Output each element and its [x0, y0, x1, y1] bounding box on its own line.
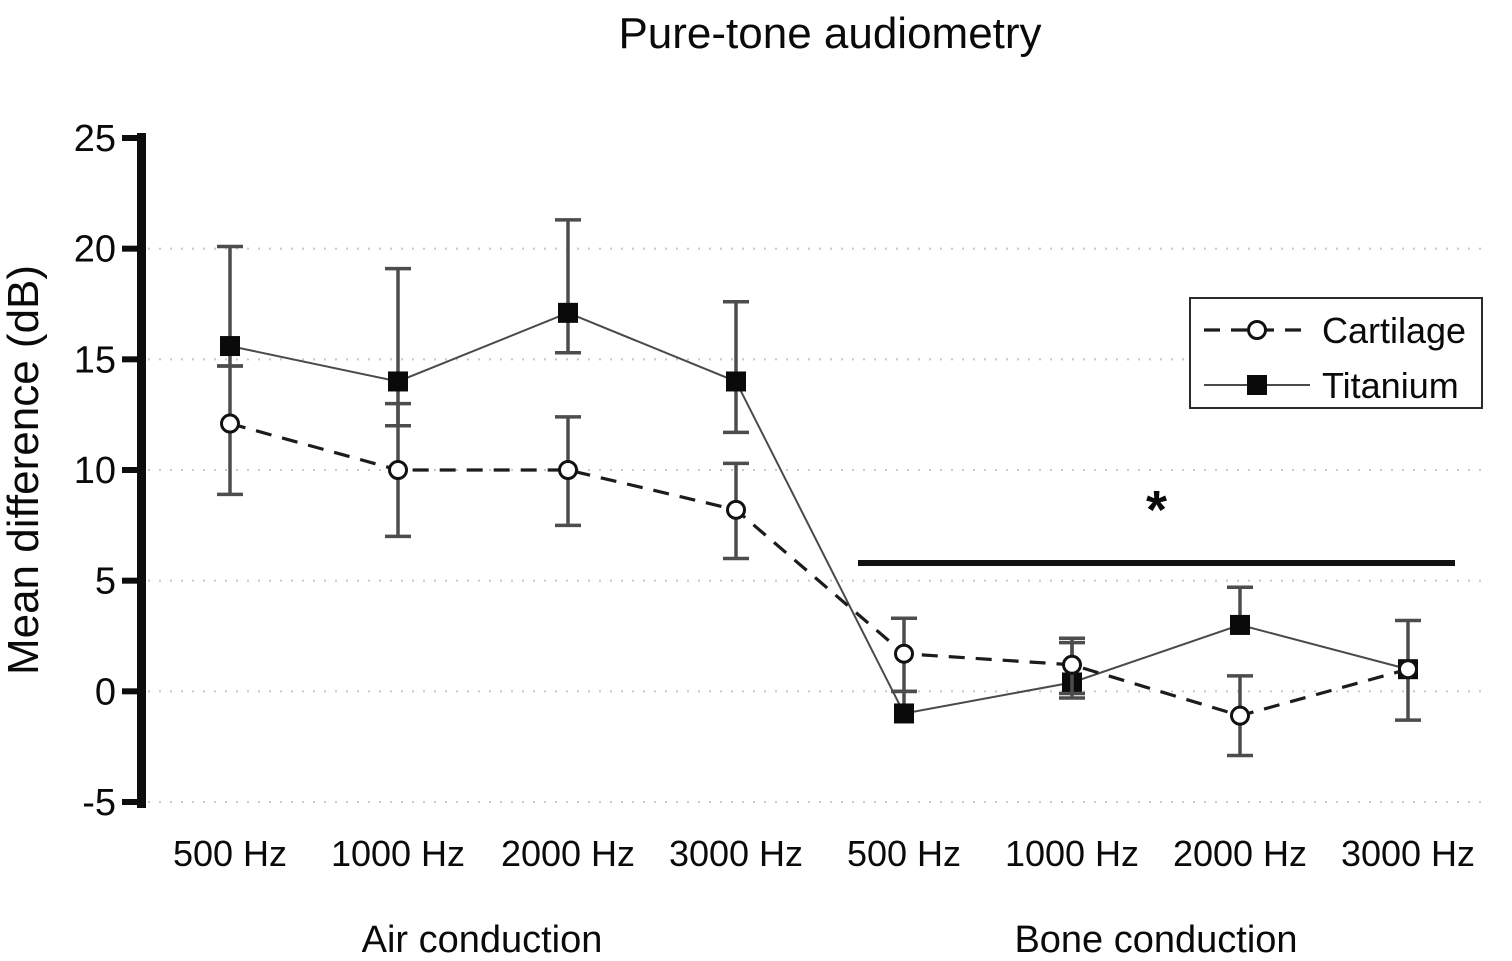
y-axis-tick: [122, 467, 138, 473]
group-label-bone-conduction: Bone conduction: [1014, 919, 1297, 961]
marker-cartilage: [388, 460, 408, 480]
x-tick-label: 500 Hz: [847, 833, 961, 874]
x-tick-label: 1000 Hz: [331, 833, 465, 874]
y-tick-label: 10: [74, 450, 116, 492]
group-label-air-conduction: Air conduction: [362, 919, 603, 961]
marker-cartilage: [1398, 659, 1418, 680]
marker-titanium: [220, 336, 240, 357]
x-tick-label: 3000 Hz: [669, 833, 803, 874]
marker-titanium: [894, 703, 914, 724]
chart-title: Pure-tone audiometry: [618, 9, 1041, 58]
y-axis-tick: [122, 799, 138, 805]
y-axis-tick: [122, 135, 138, 141]
marker-cartilage: [1062, 654, 1082, 675]
y-axis-title: Mean difference (dB): [0, 265, 48, 675]
legend-marker-circle-icon: [1247, 320, 1267, 340]
y-axis-tick: [122, 245, 138, 252]
marker-titanium: [726, 371, 746, 392]
y-tick-label: 25: [74, 118, 116, 160]
y-axis-tick: [122, 688, 138, 695]
y-axis-spine: [137, 133, 146, 808]
significance-group: *: [858, 480, 1455, 566]
series-group: [217, 218, 1421, 758]
y-axis-tick: [122, 356, 138, 363]
legend-marker-square-icon: [1247, 375, 1267, 395]
x-tick-label: 3000 Hz: [1341, 833, 1475, 874]
legend-label-cartilage: Cartilage: [1322, 310, 1466, 351]
marker-cartilage: [726, 499, 746, 520]
y-tick-label: 15: [74, 339, 116, 381]
x-tick-label: 500 Hz: [173, 833, 287, 874]
legend-box: [1189, 297, 1483, 409]
y-axis-tick: [122, 577, 138, 584]
y-tick-label: 0: [95, 671, 116, 713]
x-tick-label: 2000 Hz: [501, 833, 635, 874]
marker-cartilage: [1230, 705, 1250, 726]
marker-titanium: [558, 302, 578, 323]
x-tick-label: 1000 Hz: [1005, 833, 1139, 874]
marker-cartilage: [220, 413, 240, 434]
y-tick-label: 5: [95, 561, 116, 603]
significance-asterisk: *: [1146, 480, 1167, 540]
marker-titanium: [388, 371, 408, 392]
legend-group: Cartilage Titanium: [1189, 297, 1483, 409]
series-line-cartilage: [229, 421, 1409, 718]
y-tick-label: 20: [74, 229, 116, 271]
y-tick-label: -5: [82, 782, 116, 824]
marker-cartilage: [558, 460, 578, 480]
marker-cartilage: [894, 643, 914, 664]
legend-label-titanium: Titanium: [1322, 365, 1459, 406]
y-axis-group: 25 20 15 10 5 0 -5: [74, 118, 146, 824]
marker-titanium: [1230, 614, 1250, 635]
x-axis-labels-group: 500 Hz 1000 Hz 2000 Hz 3000 Hz 500 Hz 1000 Hz…: [173, 833, 1475, 874]
series-line-titanium: [229, 311, 1409, 715]
x-tick-label: 2000 Hz: [1173, 833, 1307, 874]
